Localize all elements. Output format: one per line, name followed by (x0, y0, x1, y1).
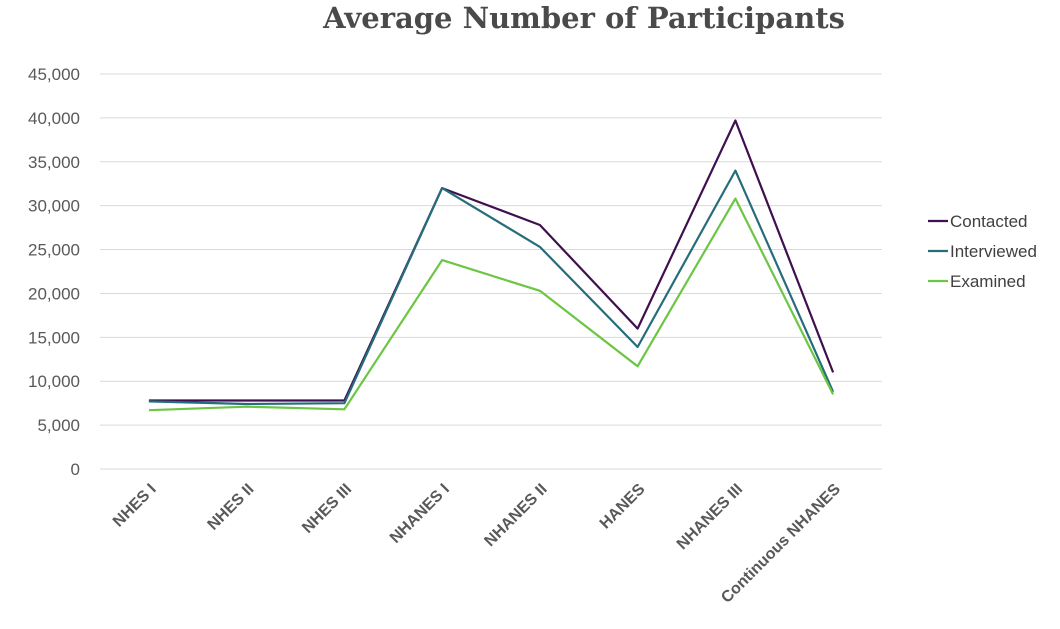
x-axis-ticks: NHES I NHES II NHES III NHANES I NHANES II HA… (110, 481, 844, 607)
y-tick-label: 40,000 (28, 109, 80, 128)
x-tick-label: NHANES II (481, 481, 550, 550)
legend-item: Interviewed (928, 242, 1037, 261)
x-tick-label: NHANES III (674, 481, 746, 553)
x-tick-label: HANES (597, 481, 649, 533)
series-line-contacted (148, 119, 835, 402)
x-tick-label: NHES I (110, 481, 160, 531)
y-tick-label: 0 (71, 460, 80, 479)
y-tick-label: 35,000 (28, 153, 80, 172)
y-tick-label: 30,000 (28, 197, 80, 216)
y-axis-ticks: 0 5,000 10,000 15,000 20,000 25,000 30,000 35,0… (28, 65, 80, 479)
series-lines (148, 119, 835, 412)
legend-item: Examined (928, 272, 1026, 291)
series-line-examined (148, 197, 835, 412)
y-tick-label: 45,000 (28, 65, 80, 84)
x-tick-label: NHANES I (387, 481, 453, 547)
legend-item: Contacted (928, 212, 1028, 231)
y-tick-label: 10,000 (28, 372, 80, 391)
x-tick-label: NHES II (205, 481, 258, 534)
legend-label: Interviewed (950, 242, 1037, 261)
chart-title: Average Number of Participants (322, 1, 845, 35)
y-tick-label: 5,000 (37, 416, 80, 435)
y-tick-label: 15,000 (28, 328, 80, 347)
y-tick-label: 20,000 (28, 284, 80, 303)
y-tick-label: 25,000 (28, 241, 80, 260)
gridlines (100, 73, 882, 470)
x-tick-label: NHES III (299, 481, 355, 537)
series-line-interviewed (148, 169, 835, 406)
legend-label: Examined (950, 272, 1026, 291)
legend: Contacted Interviewed Examined (928, 212, 1037, 291)
legend-label: Contacted (950, 212, 1028, 231)
